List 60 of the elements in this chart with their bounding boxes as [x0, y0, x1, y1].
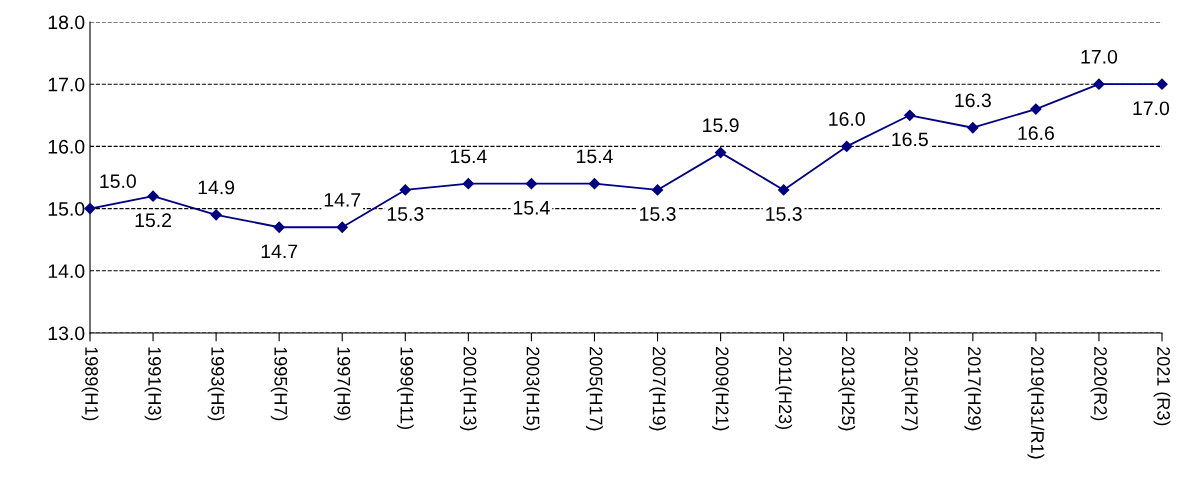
x-tick-label: 2003(H15) [523, 347, 540, 431]
point [1030, 103, 1042, 115]
data-label: 16.0 [829, 112, 865, 126]
x-tick-label: 2019(H31/R1) [1027, 347, 1045, 459]
point [462, 178, 474, 190]
x-tick-label: 2009(H21) [712, 347, 729, 431]
data-label: 15.3 [766, 207, 802, 221]
y-tick-label: 13.0 [48, 326, 85, 341]
x-tick-label: 1995(H7) [270, 347, 288, 421]
data-label: 17.0 [1081, 49, 1118, 64]
x-tick-label: 2015(H27) [901, 347, 919, 431]
x-tick-label: 1991(H3) [144, 347, 162, 421]
data-label: 15.4 [577, 149, 613, 164]
x-tick-label: 1997(H9) [333, 347, 351, 421]
point [336, 221, 348, 233]
x-tick-label: 1989(H1) [81, 347, 99, 421]
x-tick-label: 2011(H23) [775, 347, 793, 430]
data-label: 15.9 [703, 118, 739, 133]
point [841, 140, 853, 153]
y-tick-label: 15.0 [48, 202, 85, 216]
x-tick-label: 2007(H19) [649, 347, 666, 431]
point [210, 209, 222, 221]
x-tick-label: 2005(H17) [586, 347, 603, 431]
y-tick-label: 18.0 [48, 15, 85, 30]
point [714, 147, 727, 159]
point [273, 221, 285, 233]
y-tick-label: 17.0 [48, 77, 85, 92]
data-label: 14.7 [324, 193, 361, 207]
data-label: 15.3 [387, 207, 424, 221]
point [588, 178, 601, 190]
point [147, 190, 159, 202]
x-tick-label: 2020(R2) [1090, 347, 1108, 421]
point [1093, 78, 1105, 90]
x-tick-label: 1999(H11) [396, 347, 414, 430]
data-label: 15.2 [135, 213, 172, 228]
data-label: 15.3 [640, 207, 676, 221]
y-tick-label: 16.0 [48, 139, 85, 154]
data-label: 16.6 [1018, 126, 1054, 141]
x-tick-label: 2013(H25) [838, 347, 856, 431]
data-label: 17.0 [1133, 101, 1170, 116]
point [84, 202, 96, 215]
data-label: 15.4 [450, 149, 487, 164]
point [778, 184, 790, 196]
point [904, 109, 916, 121]
x-tick-label: 2001(H13) [459, 347, 477, 431]
data-label: 16.5 [892, 132, 928, 147]
point [651, 184, 664, 196]
point [1156, 78, 1168, 90]
x-tick-label: 2021 (R3) [1153, 347, 1171, 426]
data-label: 15.0 [100, 174, 136, 189]
x-tick-label: 2017(H29) [964, 347, 982, 431]
point [399, 184, 411, 196]
data-label: 14.7 [261, 244, 298, 259]
data-label: 14.9 [198, 180, 235, 195]
point [525, 178, 538, 190]
data-label: 16.3 [955, 93, 991, 108]
point [967, 122, 979, 134]
x-tick-label: 1993(H5) [207, 347, 225, 421]
y-tick-label: 14.0 [48, 264, 85, 279]
data-label: 15.4 [513, 201, 550, 215]
